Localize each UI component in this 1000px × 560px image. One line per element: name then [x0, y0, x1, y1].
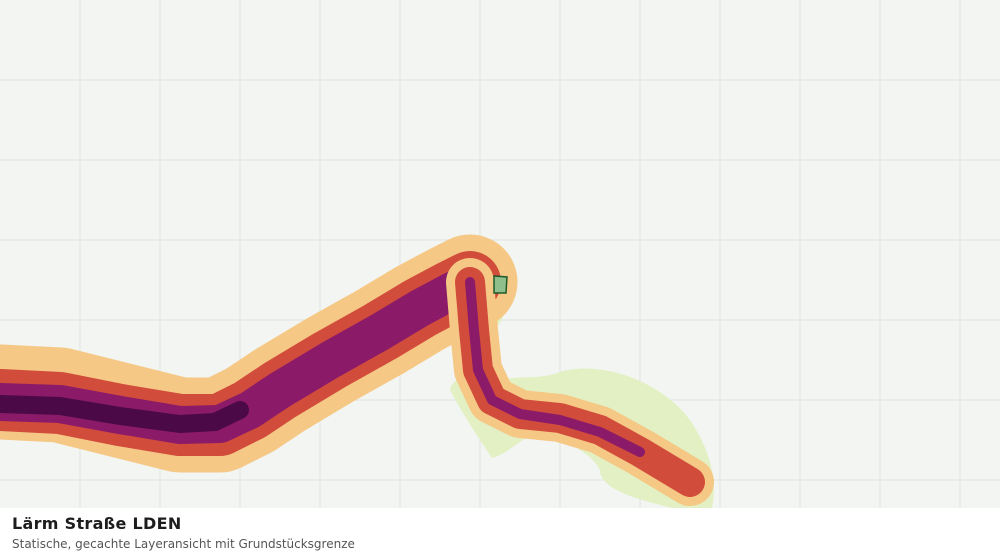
parcel-boundary: [493, 275, 508, 294]
noise-band-65: [465, 277, 645, 457]
noise-band-70: [0, 395, 249, 433]
layer-title: Lärm Straße LDEN: [12, 514, 182, 533]
layer-subtitle: Statische, gecachte Layeransicht mit Gru…: [12, 537, 355, 551]
map: [0, 0, 1000, 508]
footer: Lärm Straße LDEN Statische, gecachte Lay…: [0, 508, 1000, 560]
